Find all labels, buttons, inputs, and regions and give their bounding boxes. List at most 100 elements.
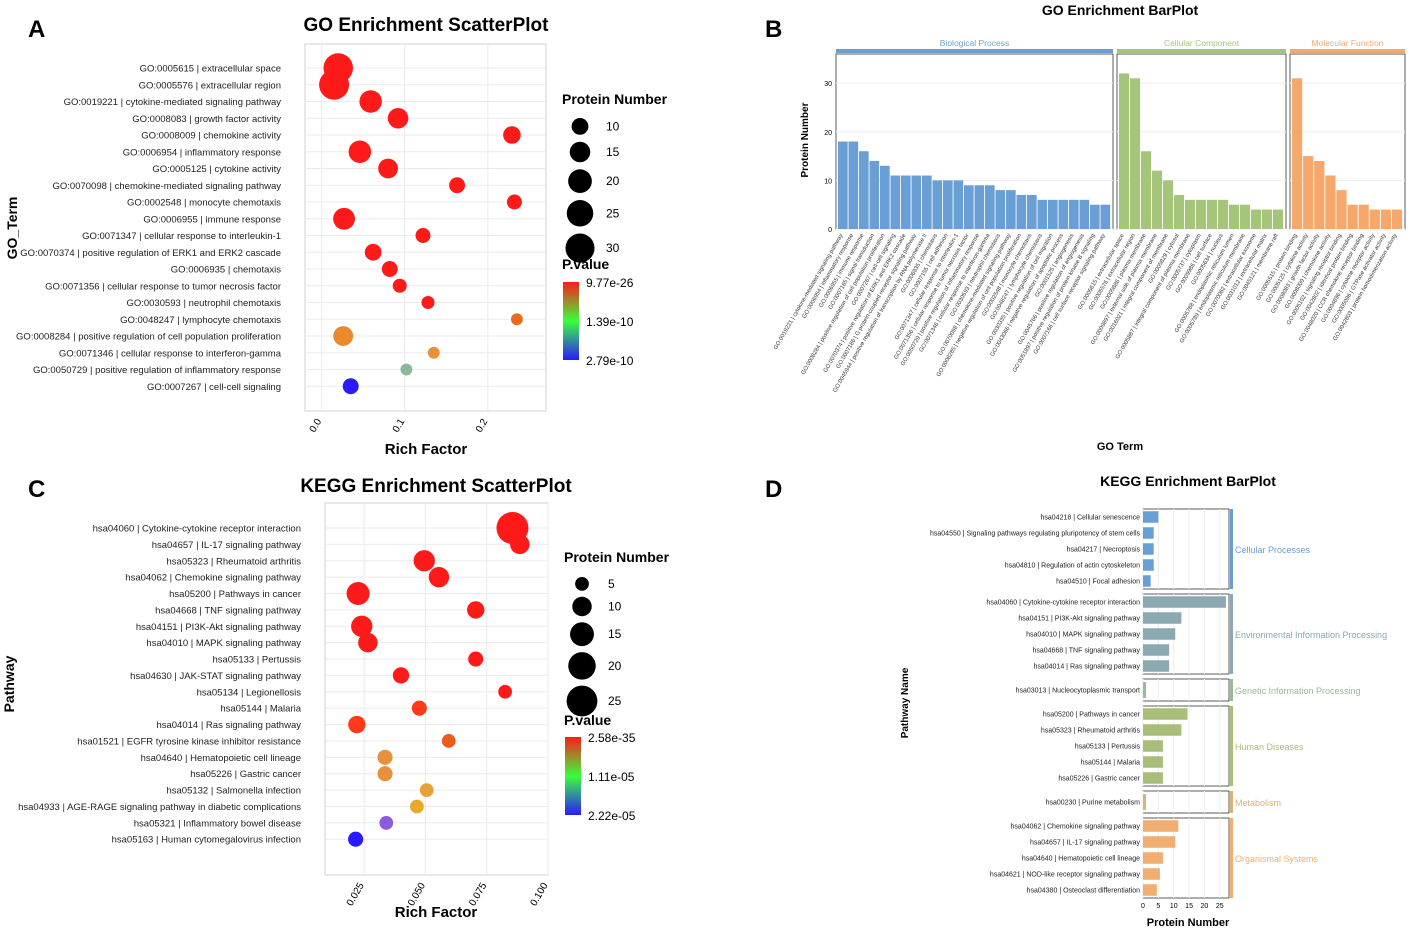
a-color-legend-label: 1.39e-10 xyxy=(586,315,634,329)
a-color-legend-label: 9.77e-26 xyxy=(586,276,634,290)
c-size-legend-label: 10 xyxy=(608,600,622,614)
c-point xyxy=(413,550,435,572)
b-xtick-label: GO:0005886 | plasma membrane xyxy=(1100,233,1148,310)
b-bar xyxy=(1391,209,1403,229)
b-bar xyxy=(1325,175,1336,229)
b-bar xyxy=(1380,209,1392,229)
d-category-label: hsa04810 | Regulation of actin cytoskele… xyxy=(1005,563,1140,570)
d-category-label: hsa04657 | IL-17 signaling pathway xyxy=(1030,840,1141,847)
c-size-legend-dot xyxy=(575,577,589,591)
d-bar xyxy=(1143,628,1176,640)
d-category-label: hsa04060 | Cytokine-cytokine receptor in… xyxy=(986,600,1140,607)
d-strip-label: Metabolism xyxy=(1235,798,1281,808)
d-xtick-label: 25 xyxy=(1216,903,1224,910)
c-size-legend-label: 25 xyxy=(608,694,622,708)
b-bar xyxy=(1079,199,1090,229)
panel-label-c: C xyxy=(28,476,45,503)
a-term-label: GO:0071356 | cellular response to tumor … xyxy=(45,281,281,292)
c-point xyxy=(419,783,434,797)
c-point xyxy=(358,632,378,653)
b-bar xyxy=(1251,209,1262,229)
b-bar xyxy=(1174,194,1185,229)
c-size-legend-label: 15 xyxy=(608,627,622,641)
c-term-label: hsa05321 | Inflammatory bowel disease xyxy=(134,818,301,829)
b-bar xyxy=(1141,151,1152,229)
d-bar xyxy=(1143,756,1163,768)
d-bar xyxy=(1143,660,1170,672)
d-bar xyxy=(1143,852,1163,864)
c-point xyxy=(377,766,393,782)
a-point xyxy=(319,69,350,100)
c-term-label: hsa05144 | Malaria xyxy=(220,704,301,715)
d-panel-frame xyxy=(1142,678,1230,702)
b-bar xyxy=(1273,209,1284,229)
d-category-label: hsa04510 | Focal adhesion xyxy=(1056,579,1140,586)
b-bar xyxy=(1303,156,1314,229)
d-category-label: hsa04668 | TNF signaling pathway xyxy=(1032,648,1140,655)
b-bar xyxy=(1292,78,1303,229)
d-category-label: hsa04217 | Necroptosis xyxy=(1067,547,1141,554)
b-bar xyxy=(880,165,890,229)
d-strip xyxy=(1230,791,1233,813)
c-point xyxy=(510,534,530,555)
c-term-label: hsa04010 | MAPK signaling pathway xyxy=(146,638,301,649)
c-color-legend-label: 2.22e-05 xyxy=(588,809,636,823)
c-term-label: hsa05163 | Human cytomegalovirus infecti… xyxy=(112,835,301,846)
d-bar xyxy=(1143,724,1182,736)
b-bar xyxy=(1336,190,1347,229)
d-bar xyxy=(1143,682,1147,698)
a-term-label: GO:0019221 | cytokine-mediated signaling… xyxy=(64,97,282,108)
c-size-legend-label: 5 xyxy=(608,577,615,591)
b-bar xyxy=(953,180,964,229)
d-strip xyxy=(1230,509,1233,589)
c-term-label: hsa05133 | Pertussis xyxy=(212,655,301,666)
d-strip xyxy=(1230,818,1233,898)
a-size-legend-label: 25 xyxy=(606,206,620,220)
a-term-label: GO:0006954 | inflammatory response xyxy=(123,147,281,158)
a-size-legend-label: 30 xyxy=(606,241,620,255)
b-bar xyxy=(1163,180,1174,229)
b-bar xyxy=(932,180,943,229)
d-strip xyxy=(1230,706,1233,786)
panel-a-ylabel: GO_Term xyxy=(4,197,20,260)
b-bar xyxy=(995,190,1006,229)
b-bar xyxy=(1314,160,1325,229)
c-size-legend-dot xyxy=(568,652,596,680)
a-term-label: GO:0006955 | immune response xyxy=(143,214,281,225)
b-bar xyxy=(1006,190,1016,229)
a-color-legend-bar xyxy=(563,282,579,360)
a-color-legend-label: 2.79e-10 xyxy=(586,354,634,368)
c-term-label: hsa05226 | Gastric cancer xyxy=(190,769,301,780)
d-strip-label: Genetic Information Processing xyxy=(1235,686,1361,696)
b-bar xyxy=(1048,199,1058,229)
a-point xyxy=(381,261,398,277)
a-point xyxy=(503,126,521,144)
b-bar xyxy=(1069,199,1079,229)
c-term-label: hsa05132 | Salmonella infection xyxy=(166,786,301,797)
a-point xyxy=(421,296,435,309)
d-category-label: hsa05226 | Gastric cancer xyxy=(1058,776,1140,783)
d-strip-label: Human Diseases xyxy=(1235,742,1304,752)
a-point xyxy=(387,107,409,129)
a-term-label: GO:0008009 | chemokine activity xyxy=(141,131,281,142)
b-bar xyxy=(1130,78,1141,229)
a-point xyxy=(392,278,407,293)
panel-c-xlabel: Rich Factor xyxy=(395,904,478,921)
b-bar xyxy=(911,175,922,229)
a-term-label: GO:0005125 | cytokine activity xyxy=(152,164,281,175)
b-ytick-label: 20 xyxy=(824,130,832,137)
c-term-label: hsa05200 | Pathways in cancer xyxy=(169,589,301,600)
a-term-label: GO:0002548 | monocyte chemotaxis xyxy=(127,198,281,209)
b-strip xyxy=(1290,49,1405,53)
b-bar xyxy=(1100,204,1111,229)
b-bar xyxy=(1152,170,1163,229)
d-category-label: hsa04621 | NOD-like receptor signaling p… xyxy=(990,872,1141,879)
d-xtick-label: 20 xyxy=(1201,903,1209,910)
b-bar xyxy=(1240,204,1251,229)
a-term-label: GO:0050729 | positive regulation of infl… xyxy=(33,365,281,376)
a-point xyxy=(449,177,466,194)
b-ytick-label: 10 xyxy=(824,178,832,185)
c-point xyxy=(392,667,410,684)
a-term-label: GO:0030593 | neutrophil chemotaxis xyxy=(126,298,281,309)
